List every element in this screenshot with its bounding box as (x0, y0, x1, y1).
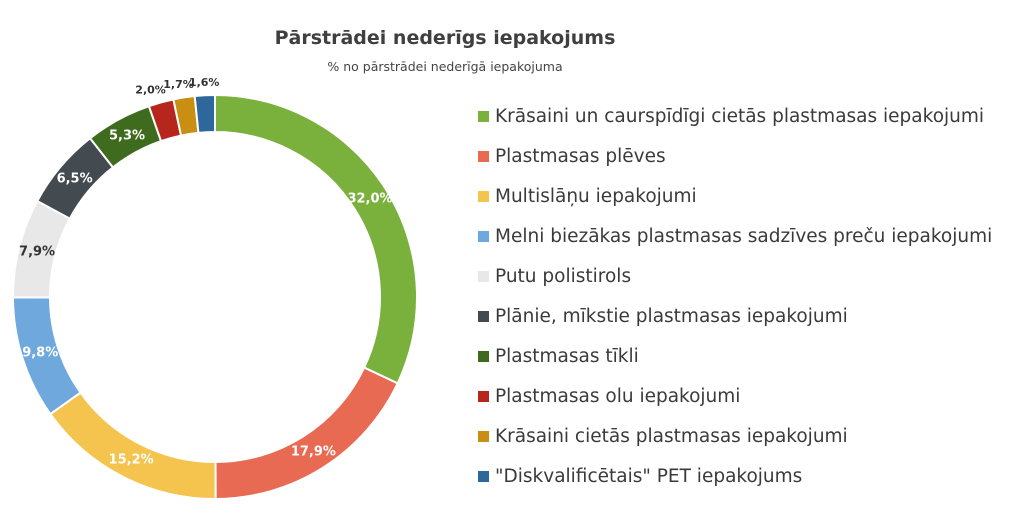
legend-label: Melni biezākas plastmasas sadzīves preču… (495, 225, 993, 247)
legend-item: Plastmasas olu iepakojumi (478, 376, 992, 416)
legend-label: Krāsaini un caurspīdīgi cietās plastmasa… (495, 105, 985, 127)
slice-value-label: 2,0% (135, 83, 166, 96)
slice-value-label: 17,9% (291, 444, 336, 459)
legend-label: Plastmasas plēves (495, 145, 666, 167)
legend-item: Multislāņu iepakojumi (478, 176, 992, 216)
legend-item: Krāsaini un caurspīdīgi cietās plastmasa… (478, 96, 992, 136)
legend-swatch (478, 430, 489, 442)
legend-swatch (478, 270, 489, 282)
legend-item: "Diskvalificētais" PET iepakojums (478, 456, 992, 496)
legend-swatch (478, 350, 489, 362)
legend-label: Multislāņu iepakojumi (495, 185, 697, 207)
legend-swatch (478, 470, 489, 482)
legend-item: Plānie, mīkstie plastmasas iepakojumi (478, 296, 992, 336)
legend-swatch (478, 110, 489, 122)
slice-value-label: 32,0% (347, 191, 392, 206)
legend-item: Plastmasas plēves (478, 136, 992, 176)
slice-value-label: 15,2% (109, 453, 154, 468)
legend-label: Plastmasas tīkli (495, 345, 639, 367)
legend-swatch (478, 150, 489, 162)
slice-value-label: 6,5% (57, 171, 93, 186)
slice-value-label: 9,8% (22, 345, 58, 360)
legend-swatch (478, 310, 489, 322)
legend-item: Krāsaini cietās plastmasas iepakojumi (478, 416, 992, 456)
slice-value-label: 1,7% (163, 78, 194, 91)
slice-value-label: 7,9% (19, 245, 55, 260)
legend-label: Plānie, mīkstie plastmasas iepakojumi (495, 305, 848, 327)
slice-value-label: 5,3% (109, 128, 145, 143)
legend-swatch (478, 230, 489, 242)
chart-legend: Krāsaini un caurspīdīgi cietās plastmasa… (478, 96, 992, 496)
legend-swatch (478, 190, 489, 202)
slice-value-label: 1,6% (189, 76, 220, 89)
donut-slice (193, 93, 216, 134)
legend-item: Plastmasas tīkli (478, 336, 992, 376)
chart-subtitle: % no pārstrādei nederīgā iepakojuma (327, 59, 563, 74)
legend-label: "Diskvalificētais" PET iepakojums (495, 465, 803, 487)
legend-item: Melni biezākas plastmasas sadzīves preču… (478, 216, 992, 256)
legend-label: Plastmasas olu iepakojumi (495, 385, 741, 407)
donut-slice (214, 366, 399, 501)
donut-slice (48, 391, 217, 500)
chart-title: Pārstrādei nederīgs iepakojums (274, 27, 616, 49)
donut-chart: 32,0% 17,9% 15,2% 9,8% 7,9% 6,5% 5,3% 2,0%1,7%1… (11, 76, 418, 501)
legend-swatch (478, 390, 489, 402)
legend-label: Krāsaini cietās plastmasas iepakojumi (495, 425, 848, 447)
legend-item: Putu polistirols (478, 256, 992, 296)
legend-label: Putu polistirols (495, 265, 632, 287)
donut-slice (214, 93, 418, 385)
